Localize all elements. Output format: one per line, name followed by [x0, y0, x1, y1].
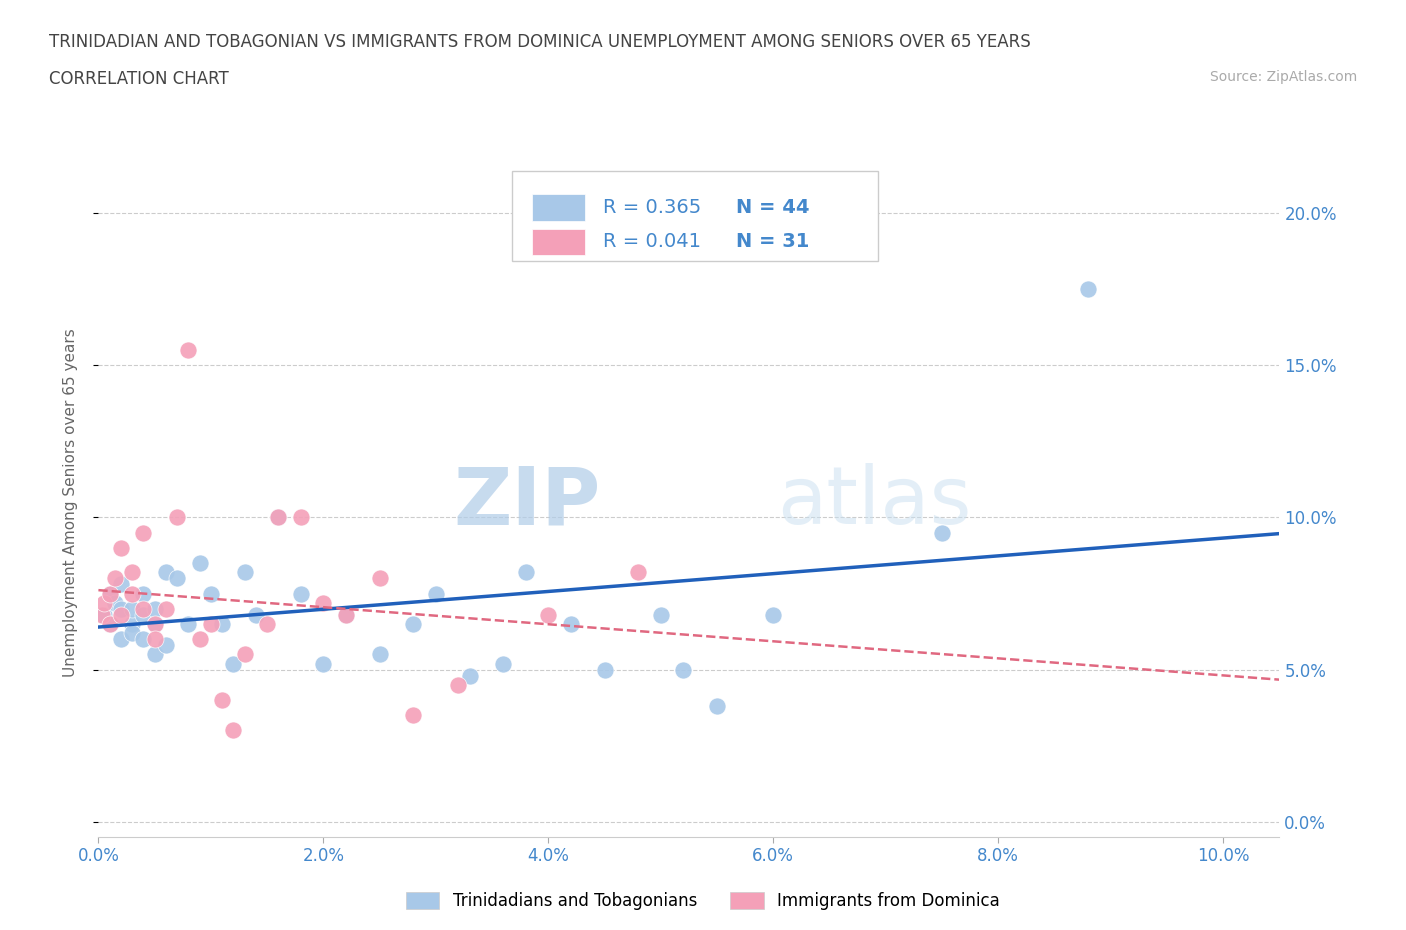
Text: N = 31: N = 31	[737, 232, 810, 251]
Point	[166, 571, 188, 586]
Point	[177, 342, 200, 357]
Point	[110, 602, 132, 617]
Text: R = 0.365: R = 0.365	[603, 198, 702, 217]
Point	[188, 631, 211, 646]
Point	[143, 602, 166, 617]
Point	[560, 617, 582, 631]
Point	[1077, 282, 1099, 297]
Point	[627, 565, 650, 579]
Point	[402, 708, 425, 723]
Point	[98, 586, 121, 601]
Point	[290, 510, 312, 525]
FancyBboxPatch shape	[531, 229, 585, 256]
Text: Source: ZipAtlas.com: Source: ZipAtlas.com	[1209, 70, 1357, 84]
Point	[537, 607, 560, 622]
Point	[93, 595, 115, 610]
Point	[93, 607, 115, 622]
Point	[132, 631, 155, 646]
Point	[121, 586, 143, 601]
Point	[312, 656, 335, 671]
Point	[155, 565, 177, 579]
Point	[155, 638, 177, 653]
Point	[143, 631, 166, 646]
Point	[110, 631, 132, 646]
Point	[110, 577, 132, 591]
Text: TRINIDADIAN AND TOBAGONIAN VS IMMIGRANTS FROM DOMINICA UNEMPLOYMENT AMONG SENIOR: TRINIDADIAN AND TOBAGONIAN VS IMMIGRANTS…	[49, 33, 1031, 50]
Point	[104, 595, 127, 610]
Point	[706, 698, 728, 713]
Point	[267, 510, 290, 525]
Point	[132, 602, 155, 617]
Point	[132, 607, 155, 622]
Point	[256, 617, 278, 631]
Point	[177, 617, 200, 631]
Legend: Trinidadians and Tobagonians, Immigrants from Dominica: Trinidadians and Tobagonians, Immigrants…	[399, 885, 1007, 917]
Y-axis label: Unemployment Among Seniors over 65 years: Unemployment Among Seniors over 65 years	[63, 328, 77, 677]
Point	[98, 586, 121, 601]
Point	[650, 607, 672, 622]
Point	[211, 617, 233, 631]
Point	[110, 540, 132, 555]
Text: atlas: atlas	[778, 463, 972, 541]
Point	[267, 510, 290, 525]
Point	[98, 617, 121, 631]
Point	[245, 607, 267, 622]
Point	[458, 669, 481, 684]
Point	[200, 586, 222, 601]
Point	[515, 565, 537, 579]
Point	[593, 662, 616, 677]
Point	[233, 565, 256, 579]
Point	[368, 571, 391, 586]
Text: CORRELATION CHART: CORRELATION CHART	[49, 70, 229, 87]
Point	[155, 602, 177, 617]
Point	[233, 647, 256, 662]
Point	[672, 662, 695, 677]
Point	[492, 656, 515, 671]
Point	[132, 525, 155, 540]
Point	[447, 677, 470, 692]
Point	[290, 586, 312, 601]
Point	[402, 617, 425, 631]
Point	[121, 602, 143, 617]
Point	[166, 510, 188, 525]
FancyBboxPatch shape	[531, 193, 585, 220]
Point	[121, 565, 143, 579]
Point	[121, 617, 143, 631]
Text: N = 44: N = 44	[737, 198, 810, 217]
Point	[104, 571, 127, 586]
Point	[931, 525, 953, 540]
Point	[143, 647, 166, 662]
Point	[312, 595, 335, 610]
Text: ZIP: ZIP	[453, 463, 600, 541]
Point	[143, 617, 166, 631]
Point	[222, 723, 245, 737]
FancyBboxPatch shape	[512, 171, 877, 261]
Point	[110, 607, 132, 622]
Point	[121, 626, 143, 641]
Point	[762, 607, 785, 622]
Point	[425, 586, 447, 601]
Point	[222, 656, 245, 671]
Point	[132, 586, 155, 601]
Point	[143, 617, 166, 631]
Point	[200, 617, 222, 631]
Point	[211, 693, 233, 708]
Point	[335, 607, 357, 622]
Point	[188, 555, 211, 570]
Point	[98, 617, 121, 631]
Point	[90, 607, 112, 622]
Point	[335, 607, 357, 622]
Point	[368, 647, 391, 662]
Text: R = 0.041: R = 0.041	[603, 232, 700, 251]
